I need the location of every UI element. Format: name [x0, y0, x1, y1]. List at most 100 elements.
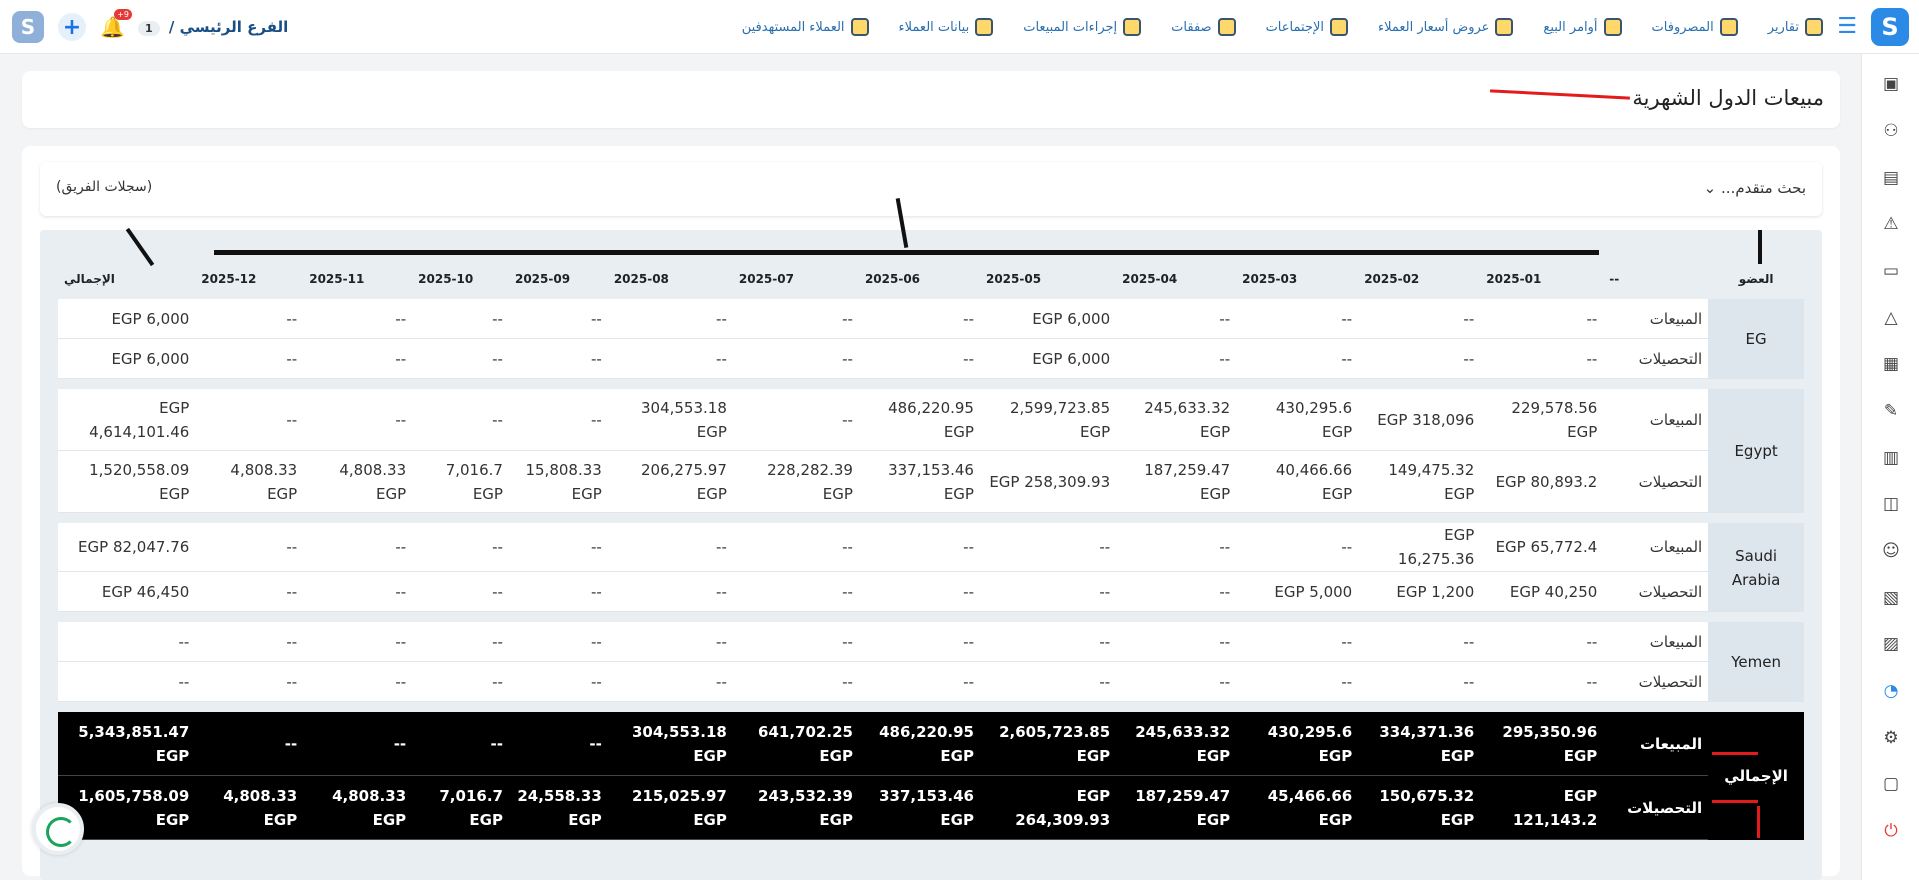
- value-cell: --: [1480, 339, 1604, 379]
- collections-label: التحصيلات: [1603, 339, 1709, 379]
- document-icon[interactable]: ▨: [1882, 634, 1900, 654]
- sales-label: المبيعات: [1603, 389, 1709, 451]
- power-icon[interactable]: ⏻: [1884, 821, 1898, 841]
- truck-icon[interactable]: ▥: [1882, 448, 1900, 468]
- value-cell: --: [303, 662, 413, 702]
- value-cell: EGP 1,200: [1358, 572, 1481, 612]
- target-customers-icon: [850, 18, 869, 36]
- chart-triangle-icon[interactable]: △: [1884, 308, 1898, 328]
- value-cell: --: [732, 299, 859, 339]
- value-cell: 337,153.46 EGP: [858, 451, 980, 513]
- secondary-logo-icon[interactable]: S: [12, 11, 44, 43]
- pen-icon[interactable]: ✎: [1883, 401, 1899, 421]
- member-name: Egypt: [1708, 389, 1804, 513]
- team-icon[interactable]: ⚇: [1883, 121, 1899, 141]
- value-cell: --: [1116, 572, 1237, 612]
- table-header-row: العضو -- 2025-01 2025-02 2025-03 2025-04…: [58, 259, 1804, 299]
- user-money-icon[interactable]: ☺: [1882, 541, 1900, 561]
- member-name: Yemen: [1708, 622, 1804, 702]
- row-total-cell: EGP 4,614,101.46: [58, 389, 196, 451]
- value-cell: 2,599,723.85 EGP: [979, 389, 1117, 451]
- value-cell: --: [979, 523, 1117, 572]
- month-header: 2025-07: [738, 272, 794, 286]
- invoice-icon[interactable]: ▦: [1882, 354, 1900, 374]
- advanced-search-toggle[interactable]: بحث متقدم... ⌄: [1704, 179, 1806, 197]
- value-cell: --: [607, 572, 733, 612]
- dashboard-icon[interactable]: ▣: [1882, 74, 1900, 94]
- value-cell: EGP 65,772.4: [1480, 523, 1604, 572]
- right-sidebar: ▣ ⚇ ▤ ⚠ ▭ △ ▦ ✎ ▥ ◫ ☺ ▧ ▨ ◔ ⚙ ▢ ⏻: [1861, 54, 1919, 880]
- settings-gear-icon[interactable]: ⚙: [1883, 728, 1899, 748]
- value-cell: EGP 16,275.36: [1358, 523, 1481, 572]
- value-cell: --: [508, 572, 608, 612]
- value-cell: --: [508, 299, 608, 339]
- notification-bell-icon[interactable]: 🔔 +9: [100, 9, 132, 39]
- value-cell: --: [303, 622, 413, 662]
- row-spacer: [58, 513, 1804, 523]
- video-icon[interactable]: ▭: [1882, 261, 1900, 281]
- warning-icon[interactable]: ⚠: [1883, 214, 1899, 234]
- nav-item[interactable]: عروض أسعار العملاء: [1378, 18, 1514, 36]
- branch-selector[interactable]: الفرع الرئيسي / 1: [138, 18, 288, 36]
- nav-item[interactable]: إجراءات المبيعات: [1023, 18, 1142, 36]
- member-name: Saudi Arabia: [1708, 523, 1804, 612]
- value-cell: 4,808.33 EGP: [195, 451, 304, 513]
- row-spacer: [58, 612, 1804, 622]
- nav-item[interactable]: العملاء المستهدفين: [742, 18, 869, 36]
- value-cell: --: [303, 523, 413, 572]
- box-icon[interactable]: ◫: [1882, 494, 1900, 514]
- value-cell: --: [412, 622, 509, 662]
- value-cell: 40,466.66 EGP: [1236, 451, 1359, 513]
- nav-item[interactable]: المصروفات: [1652, 18, 1738, 36]
- value-cell: --: [508, 662, 608, 702]
- value-cell: 228,282.39 EGP: [732, 451, 859, 513]
- value-cell: 334,371.36 EGP: [1358, 712, 1481, 776]
- value-cell: --: [195, 662, 304, 702]
- value-cell: EGP 258,309.93: [979, 451, 1117, 513]
- collections-label: التحصيلات: [1603, 572, 1709, 612]
- nav-item[interactable]: بيانات العملاء: [899, 18, 994, 36]
- window-icon[interactable]: ▢: [1882, 774, 1900, 794]
- annotation-arrow-member: [1758, 230, 1762, 264]
- spacer-cell: [58, 379, 1804, 389]
- value-cell: 486,220.95 EGP: [858, 389, 980, 451]
- value-cell: --: [858, 299, 980, 339]
- value-cell: 150,675.32 EGP: [1358, 776, 1481, 840]
- value-cell: --: [1116, 299, 1237, 339]
- nav-item-label: تقارير: [1767, 19, 1799, 35]
- value-cell: 245,633.32 EGP: [1116, 712, 1237, 776]
- annotation-header-line: [214, 250, 1599, 255]
- value-cell: --: [607, 523, 733, 572]
- value-cell: --: [412, 299, 509, 339]
- country-sales-table: العضو -- 2025-01 2025-02 2025-03 2025-04…: [58, 259, 1804, 840]
- value-cell: --: [1116, 622, 1237, 662]
- main-nav: العملاء المستهدفين بيانات العملاء إجراءات …: [742, 0, 1823, 54]
- value-cell: --: [858, 572, 980, 612]
- annotation-arrow-total-up: [1757, 806, 1760, 838]
- notification-badge: +9: [114, 9, 132, 20]
- report-chart-icon[interactable]: ◔: [1883, 681, 1899, 701]
- value-cell: 245,633.32 EGP: [1116, 389, 1237, 451]
- value-cell: --: [412, 572, 509, 612]
- nav-item-label: أوامر البيع: [1543, 19, 1598, 35]
- app-logo-icon[interactable]: S: [1871, 8, 1909, 46]
- nav-item[interactable]: صفقات: [1171, 18, 1236, 36]
- top-left-tools: S + 🔔 +9 الفرع الرئيسي / 1: [12, 9, 288, 44]
- value-cell: --: [1480, 622, 1604, 662]
- value-cell: EGP 6,000: [979, 339, 1117, 379]
- month-header: 2025-05: [985, 272, 1042, 286]
- money-icon[interactable]: ▤: [1882, 168, 1900, 188]
- value-cell: --: [1358, 339, 1481, 379]
- value-cell: --: [412, 339, 509, 379]
- value-cell: --: [1116, 662, 1237, 702]
- row-total-cell: EGP 82,047.76: [58, 523, 196, 572]
- add-icon[interactable]: +: [58, 13, 86, 41]
- menu-icon[interactable]: ☰: [1837, 14, 1857, 39]
- add-document-icon[interactable]: ▧: [1882, 588, 1900, 608]
- value-cell: --: [1236, 662, 1359, 702]
- value-cell: --: [732, 523, 859, 572]
- month-header: 2025-03: [1242, 272, 1298, 286]
- nav-item[interactable]: أوامر البيع: [1543, 18, 1622, 36]
- nav-item[interactable]: الإجتماعات: [1266, 18, 1348, 36]
- nav-item[interactable]: تقارير: [1768, 18, 1823, 36]
